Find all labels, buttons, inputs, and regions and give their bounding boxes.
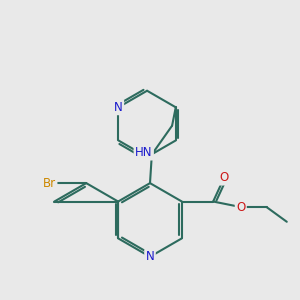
Text: N: N [114,101,123,114]
Text: Br: Br [43,177,56,190]
Text: O: O [236,200,245,214]
Text: HN: HN [135,146,152,159]
Text: O: O [220,171,229,184]
Text: N: N [146,250,154,263]
